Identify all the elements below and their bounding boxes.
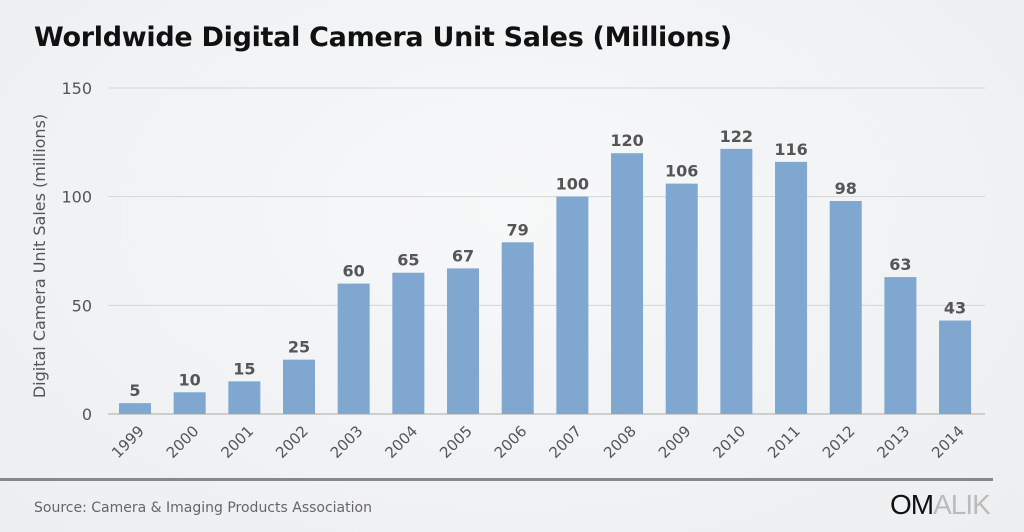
x-tick-label: 2010 — [709, 422, 749, 462]
logo: OMALIK — [890, 489, 991, 521]
bar — [611, 153, 644, 414]
bar — [829, 201, 862, 414]
x-tick-label: 2001 — [217, 422, 257, 462]
bar — [447, 268, 480, 414]
bar — [939, 320, 972, 414]
bar — [720, 148, 753, 414]
bar — [283, 359, 316, 414]
data-label: 43 — [944, 299, 966, 318]
y-tick-label: 100 — [61, 188, 92, 207]
y-axis-label: Digital Camera Unit Sales (millions) — [30, 114, 49, 398]
data-label: 122 — [720, 127, 753, 146]
data-label: 100 — [556, 175, 589, 194]
bar — [392, 272, 425, 414]
x-tick-label: 2004 — [381, 422, 421, 462]
x-tick-label: 2012 — [819, 422, 859, 462]
x-tick-label: 2013 — [873, 422, 913, 462]
x-tick-label: 1999 — [108, 422, 148, 462]
data-label: 25 — [288, 338, 310, 357]
source-note: Source: Camera & Imaging Products Associ… — [34, 500, 372, 516]
logo-part1: OM — [890, 489, 934, 520]
x-tick-label: 2002 — [272, 422, 312, 462]
x-tick-label: 2005 — [436, 422, 476, 462]
data-label: 106 — [665, 162, 698, 181]
data-label: 79 — [507, 220, 529, 239]
x-tick-label: 2006 — [491, 422, 531, 462]
data-label: 120 — [610, 131, 643, 150]
data-label: 60 — [343, 262, 365, 281]
data-label: 65 — [397, 251, 419, 270]
bar — [501, 242, 534, 414]
bar — [173, 392, 206, 414]
bar-chart: 0 50 100 150 Digital Camera Unit Sales (mill… — [30, 79, 985, 462]
bar — [665, 183, 698, 414]
bar — [775, 161, 808, 414]
bar — [119, 403, 151, 414]
data-label: 98 — [835, 179, 857, 198]
data-label: 15 — [233, 359, 255, 378]
footer-divider — [0, 478, 993, 481]
bar — [337, 283, 370, 414]
x-tick-label: 2014 — [928, 422, 968, 462]
logo-part2: ALIK — [933, 489, 991, 520]
bar — [228, 381, 261, 414]
y-tick-label: 50 — [72, 296, 92, 315]
x-tick-label: 2009 — [655, 422, 695, 462]
chart-title: Worldwide Digital Camera Unit Sales (Mil… — [34, 22, 732, 53]
y-tick-label: 0 — [82, 405, 92, 424]
y-tick-label: 150 — [61, 79, 92, 98]
data-label: 10 — [179, 370, 201, 389]
x-tick-label: 2000 — [163, 422, 203, 462]
x-tick-label: 2011 — [764, 422, 804, 462]
x-tick-label: 2008 — [600, 422, 640, 462]
data-label: 5 — [129, 381, 140, 400]
x-tick-label: 2007 — [545, 422, 585, 462]
data-label: 67 — [452, 246, 474, 265]
data-label: 116 — [774, 140, 807, 159]
x-tick-label: 2003 — [327, 422, 367, 462]
bar — [884, 277, 917, 414]
bar — [556, 196, 589, 414]
data-label: 63 — [889, 255, 911, 274]
